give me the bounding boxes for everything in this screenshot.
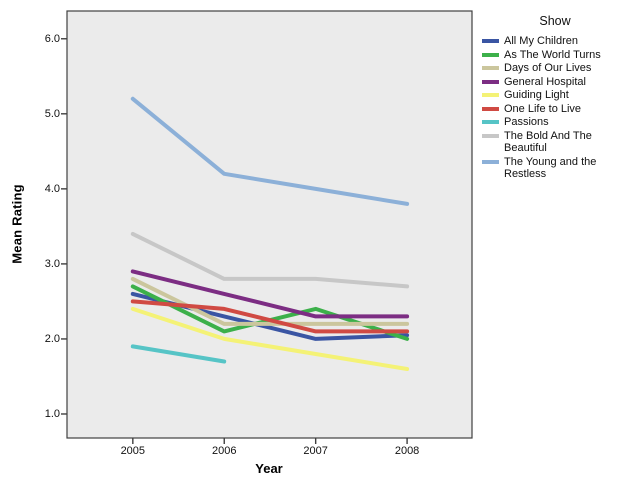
series-line-guiding-light [130,306,410,371]
legend-label: All My Children [504,35,578,47]
legend-label: As The World Turns [504,48,601,61]
legend-item-all-my-children: All My Children [482,35,628,48]
legend-label: The Bold And The Beautiful [504,129,592,155]
series-line-days-of-our-lives [130,276,410,326]
legend-item-passions: Passions [482,116,628,129]
series-line-general-hospital [130,269,410,319]
y-tick-label: 6.0 [44,32,60,45]
legend-item-one-life-to-live: One Life to Live [482,103,628,116]
legend-label: Passions [504,116,549,128]
x-tick-label: 2007 [303,445,328,457]
y-axis-title: Mean Rating [9,184,25,264]
x-axis-title: Year [255,461,283,476]
legend-item-general-hospital: General Hospital [482,76,628,89]
legend-title: Show [539,14,571,28]
axis-tick-marks [61,38,408,444]
legend-label: The Young and the Restless [504,155,597,181]
legend-label: One Life to Live [504,102,582,115]
legend-label: Days of Our Lives [504,62,592,74]
legend-swatch-icon [482,93,499,97]
legend-swatch-icon [482,66,499,70]
x-tick-label: 2005 [120,445,146,457]
legend: Show All My Children As The World Turns Da… [482,14,628,182]
legend-swatch-icon [482,39,499,43]
legend-swatch-icon [482,159,499,164]
legend-item-as-the-world-turns: As The World Turns [482,49,628,62]
legend-item-guiding-light: Guiding Light [482,89,628,102]
y-tick-label: 2.0 [44,332,60,345]
legend-item-the-bold-and-the-beautiful: The Bold And The Beautiful [482,130,628,155]
y-tick-label: 3.0 [44,257,60,270]
legend-label: Guiding Light [504,89,569,101]
legend-swatch-icon [482,79,499,84]
legend-item-days-of-our-lives: Days of Our Lives [482,62,628,75]
series-line-passions [130,344,227,364]
series-line-one-life-to-live [130,299,410,334]
legend-swatch-icon [482,133,499,138]
series-lines [130,96,410,371]
series-line-the-bold-and-the-beautiful [130,231,410,289]
legend-items: All My Children As The World Turns Days of… [482,35,628,181]
x-tick-label: 2006 [211,445,237,457]
y-tick-label: 1.0 [44,407,60,420]
series-line-the-young-and-the-restless [130,96,410,206]
y-tick-label: 4.0 [44,182,60,195]
legend-swatch-icon [482,120,499,124]
legend-swatch-icon [482,52,499,57]
y-tick-label: 5.0 [44,107,60,120]
legend-swatch-icon [482,106,499,111]
legend-label: General Hospital [504,75,586,88]
plot-area [66,10,473,439]
legend-item-the-young-and-the-restless: The Young and the Restless [482,156,628,181]
x-tick-label: 2008 [394,445,420,457]
